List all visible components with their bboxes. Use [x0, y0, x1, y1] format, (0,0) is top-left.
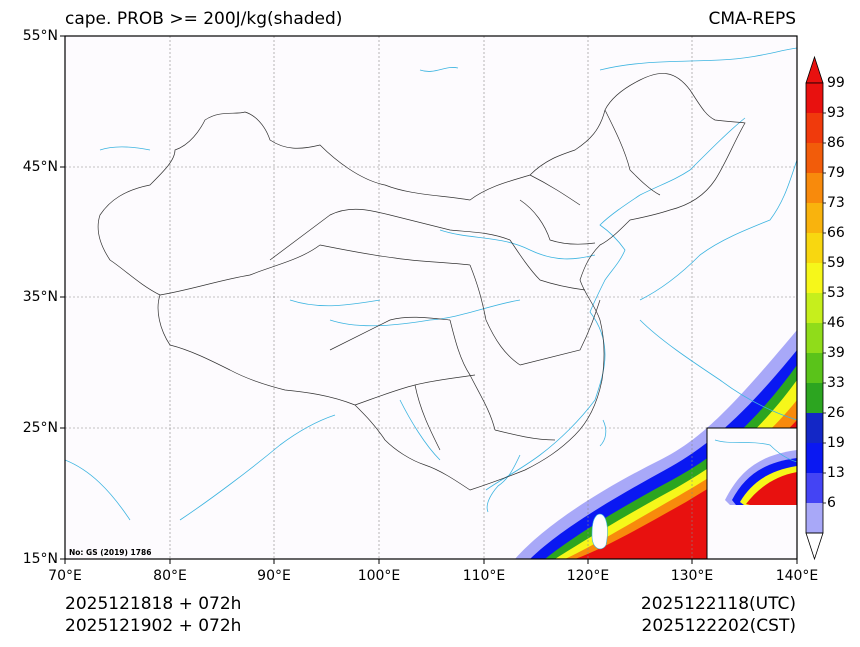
valid-time-cst: 2025122202(CST)	[641, 616, 796, 636]
init-time-cst: 2025121902 + 072h	[65, 616, 242, 636]
colorbar-label: 33	[827, 375, 845, 391]
colorbar-label: 79	[827, 165, 845, 181]
colorbar-border	[805, 82, 824, 534]
colorbar-swatch	[806, 173, 823, 203]
lon-label-130: 130°E	[670, 568, 714, 584]
colorbar-label: 19	[827, 435, 845, 451]
lon-label-140: 140°E	[775, 568, 819, 584]
colorbar-swatch	[806, 503, 823, 533]
colorbar-label: 73	[827, 195, 845, 211]
colorbar-label: 93	[827, 105, 845, 121]
colorbar-swatch	[806, 263, 823, 293]
colorbar-swatch	[806, 113, 823, 143]
colorbar-swatch	[806, 83, 823, 113]
colorbar-swatch	[806, 233, 823, 263]
colorbar-label: 13	[827, 465, 845, 481]
graticule	[65, 36, 797, 559]
colorbar-label: 6	[827, 495, 836, 511]
inset-map	[706, 427, 798, 560]
colorbar-under-arrow	[805, 532, 824, 561]
colorbar-label: 26	[827, 405, 845, 421]
lat-label-45: 45°N	[22, 159, 58, 175]
lon-label-120: 120°E	[566, 568, 610, 584]
model-name: CMA-REPS	[708, 9, 796, 29]
boundaries	[97, 73, 746, 491]
colorbar-label: 99	[827, 75, 845, 91]
chart-title: cape. PROB >= 200J/kg(shaded)	[65, 9, 343, 29]
colorbar-swatch	[806, 323, 823, 353]
coastlines	[65, 47, 797, 521]
colorbar-swatch	[806, 293, 823, 323]
colorbar-label: 66	[827, 225, 845, 241]
colorbar-swatch	[806, 353, 823, 383]
colorbar-swatch	[806, 413, 823, 443]
colorbar-swatch	[806, 443, 823, 473]
lat-label-25: 25°N	[22, 420, 58, 436]
init-time-utc: 2025121818 + 072h	[65, 594, 242, 614]
lat-label-55: 55°N	[22, 28, 58, 44]
colorbar	[805, 55, 826, 561]
colorbar-label: 86	[827, 135, 845, 151]
lat-label-35: 35°N	[22, 289, 58, 305]
map-approval-number: No: GS (2019) 1786	[69, 548, 152, 557]
colorbar-label: 46	[827, 315, 845, 331]
lat-label-15: 15°N	[22, 551, 58, 567]
colorbar-swatch	[806, 383, 823, 413]
lon-label-70: 70°E	[48, 568, 82, 584]
lon-label-80: 80°E	[153, 568, 187, 584]
colorbar-swatch	[806, 473, 823, 503]
colorbar-label: 59	[827, 255, 845, 271]
colorbar-swatch	[806, 203, 823, 233]
colorbar-label: 39	[827, 345, 845, 361]
lon-label-100: 100°E	[357, 568, 401, 584]
lon-label-110: 110°E	[462, 568, 506, 584]
lon-label-90: 90°E	[257, 568, 291, 584]
axis-ticks	[60, 35, 798, 564]
valid-time-utc: 2025122118(UTC)	[640, 594, 796, 614]
colorbar-label: 53	[827, 285, 845, 301]
colorbar-swatch	[806, 143, 823, 173]
colorbar-over-arrow	[805, 55, 824, 84]
